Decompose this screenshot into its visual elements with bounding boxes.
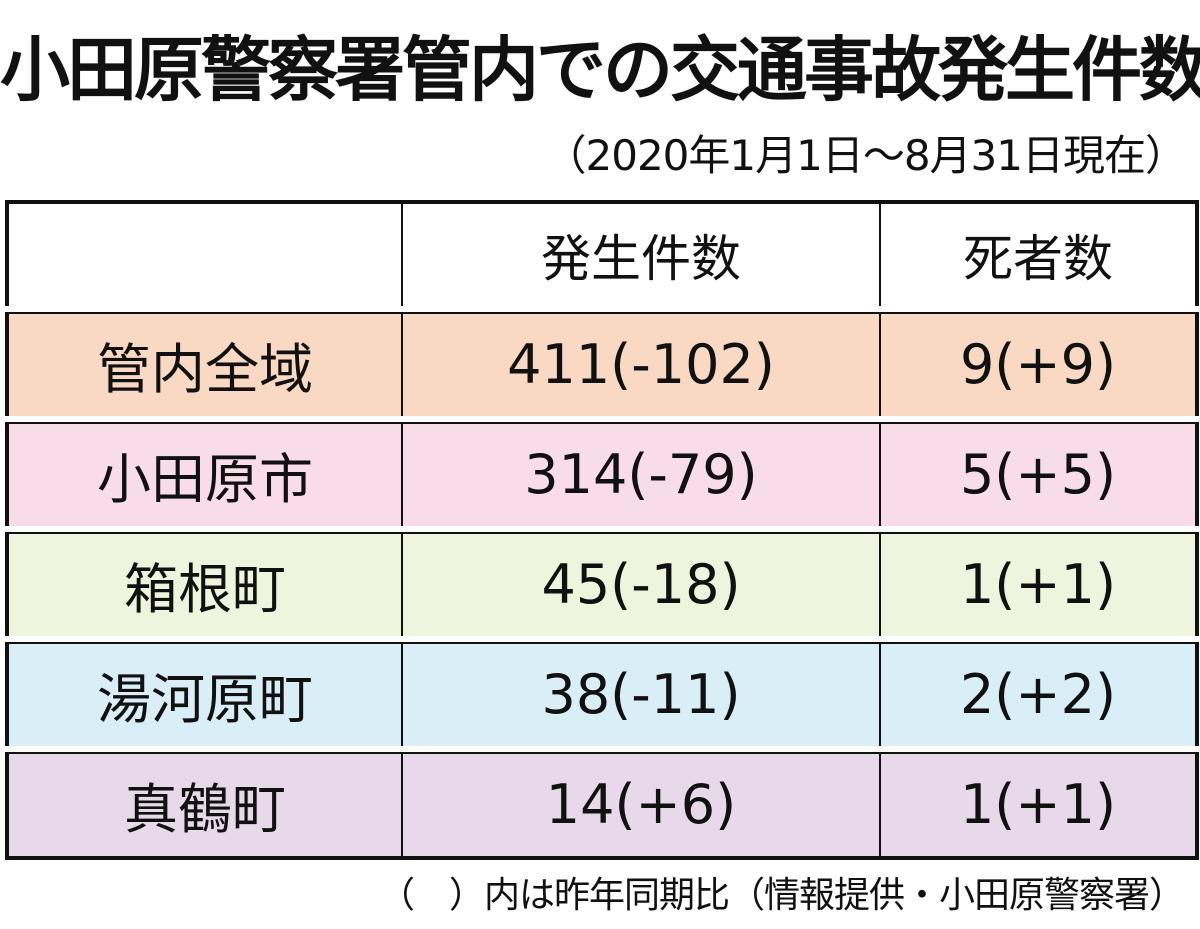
- data-cell: 38(-11): [401, 636, 881, 750]
- data-cell: 411(-102): [401, 306, 881, 420]
- data-cell: 5(+5): [879, 416, 1198, 530]
- row-label: 小田原市: [6, 416, 403, 530]
- data-cell: 9(+9): [879, 306, 1198, 420]
- data-cell: 14(+6): [401, 746, 881, 859]
- corner-cell: [6, 201, 403, 310]
- data-row: 箱根町 45(-18) 1(+1): [6, 526, 1198, 640]
- data-cell: 314(-79): [401, 416, 881, 530]
- data-row: 管内全域 411(-102) 9(+9): [6, 306, 1198, 420]
- data-cell: 1(+1): [879, 526, 1198, 640]
- data-cell: 2(+2): [879, 636, 1198, 750]
- data-row: 湯河原町 38(-11) 2(+2): [6, 636, 1198, 750]
- subtitle: （2020年1月1日～8月31日現在）: [544, 131, 1187, 180]
- data-cell: 1(+1): [879, 746, 1198, 859]
- column-header: 死者数: [879, 201, 1198, 310]
- row-label: 真鶴町: [6, 746, 403, 859]
- table-body: 発生件数 死者数 管内全域 411(-102) 9(+9) 小田原市 314(-79) 5(…: [6, 201, 1198, 859]
- data-cell: 45(-18): [401, 526, 881, 640]
- header-row: 発生件数 死者数: [6, 201, 1198, 310]
- row-label: 湯河原町: [6, 636, 403, 750]
- title: 小田原警察署管内での交通事故発生件数: [0, 29, 1200, 111]
- data-row: 小田原市 314(-79) 5(+5): [6, 416, 1198, 530]
- column-header: 発生件数: [401, 201, 881, 310]
- row-label: 管内全域: [6, 306, 403, 420]
- footnote: （ ）内は昨年同期比（情報提供・小田原警察署）: [378, 875, 1185, 916]
- table: 発生件数 死者数 管内全域 411(-102) 9(+9) 小田原市 314(-79) 5(…: [5, 200, 1199, 860]
- row-label: 箱根町: [6, 526, 403, 640]
- data-row: 真鶴町 14(+6) 1(+1): [6, 746, 1198, 859]
